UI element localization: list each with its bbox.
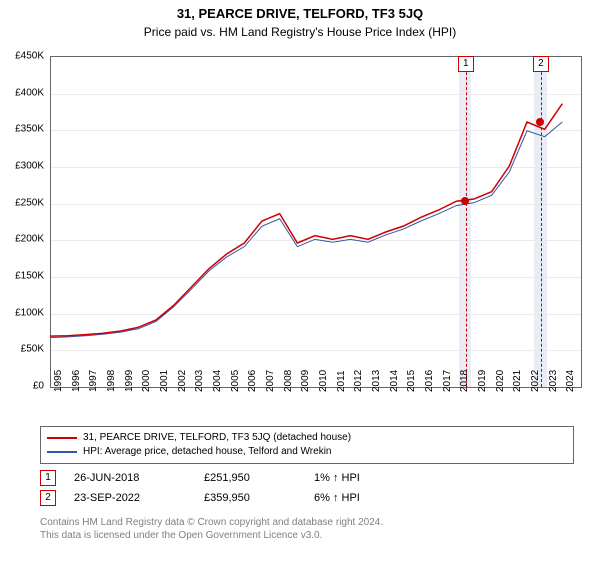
legend-item: HPI: Average price, detached house, Telf… <box>47 445 567 459</box>
chart-lines <box>50 56 580 386</box>
x-axis-label: 2007 <box>265 370 276 392</box>
x-axis-label: 2005 <box>230 370 241 392</box>
y-axis-label: £400K <box>15 87 44 98</box>
x-axis-label: 1998 <box>106 370 117 392</box>
x-axis-label: 2014 <box>389 370 400 392</box>
page-subtitle: Price paid vs. HM Land Registry's House … <box>0 25 600 39</box>
y-axis-label: £100K <box>15 307 44 318</box>
series-line <box>50 104 562 336</box>
y-axis-label: £450K <box>15 51 44 62</box>
footer-line1: Contains HM Land Registry data © Crown c… <box>40 516 560 529</box>
legend-item: 31, PEARCE DRIVE, TELFORD, TF3 5JQ (deta… <box>47 431 567 445</box>
x-axis-label: 2019 <box>477 370 488 392</box>
transaction-row: 2 23-SEP-2022£359,9506% ↑ HPI <box>40 488 560 508</box>
x-axis-label: 1999 <box>124 370 135 392</box>
row-date: 26-JUN-2018 <box>74 472 204 484</box>
x-axis-label: 2004 <box>212 370 223 392</box>
y-axis-label: £200K <box>15 234 44 245</box>
footer-text: Contains HM Land Registry data © Crown c… <box>40 516 560 542</box>
row-pct: 6% ↑ HPI <box>314 492 414 504</box>
row-badge: 1 <box>40 470 56 486</box>
event-point <box>536 118 544 126</box>
row-date: 23-SEP-2022 <box>74 492 204 504</box>
row-price: £251,950 <box>204 472 314 484</box>
legend: 31, PEARCE DRIVE, TELFORD, TF3 5JQ (deta… <box>40 426 574 464</box>
x-axis-label: 2002 <box>177 370 188 392</box>
legend-label: HPI: Average price, detached house, Telf… <box>83 445 332 459</box>
row-badge: 2 <box>40 490 56 506</box>
row-pct: 1% ↑ HPI <box>314 472 414 484</box>
y-axis-label: £250K <box>15 197 44 208</box>
x-axis-label: 2022 <box>530 370 541 392</box>
series-line <box>50 122 562 338</box>
event-label: 2 <box>533 56 549 72</box>
x-axis-label: 2006 <box>247 370 258 392</box>
row-price: £359,950 <box>204 492 314 504</box>
x-axis-label: 2013 <box>371 370 382 392</box>
page-title: 31, PEARCE DRIVE, TELFORD, TF3 5JQ <box>0 6 600 21</box>
y-axis-label: £350K <box>15 124 44 135</box>
y-axis-label: £0 <box>33 381 44 392</box>
transaction-row: 1 26-JUN-2018£251,9501% ↑ HPI <box>40 468 560 488</box>
x-axis-label: 2023 <box>548 370 559 392</box>
x-axis-label: 2000 <box>141 370 152 392</box>
x-axis-label: 2018 <box>459 370 470 392</box>
y-axis-label: £300K <box>15 161 44 172</box>
x-axis-label: 2015 <box>406 370 417 392</box>
x-axis-label: 2008 <box>283 370 294 392</box>
legend-swatch <box>47 451 77 453</box>
y-axis-label: £50K <box>21 344 44 355</box>
transaction-rows: 1 26-JUN-2018£251,9501% ↑ HPI 2 23-SEP-2022… <box>40 468 560 508</box>
x-axis-label: 2017 <box>442 370 453 392</box>
event-label: 1 <box>458 56 474 72</box>
x-axis-label: 2016 <box>424 370 435 392</box>
x-axis-label: 2012 <box>353 370 364 392</box>
legend-label: 31, PEARCE DRIVE, TELFORD, TF3 5JQ (deta… <box>83 431 351 445</box>
legend-swatch <box>47 437 77 439</box>
x-axis-label: 2003 <box>194 370 205 392</box>
footer-line2: This data is licensed under the Open Gov… <box>40 529 560 542</box>
x-axis-label: 2020 <box>495 370 506 392</box>
x-axis-label: 1996 <box>71 370 82 392</box>
y-axis-label: £150K <box>15 271 44 282</box>
x-axis-label: 2024 <box>565 370 576 392</box>
x-axis-label: 2021 <box>512 370 523 392</box>
x-axis-label: 2010 <box>318 370 329 392</box>
x-axis-label: 2009 <box>300 370 311 392</box>
x-axis-label: 2001 <box>159 370 170 392</box>
x-axis-label: 1997 <box>88 370 99 392</box>
event-point <box>461 197 469 205</box>
x-axis-label: 2011 <box>336 370 347 392</box>
chart: £0£50K£100K£150K£200K£250K£300K£350K£400… <box>50 56 580 386</box>
x-axis-label: 1995 <box>53 370 64 392</box>
